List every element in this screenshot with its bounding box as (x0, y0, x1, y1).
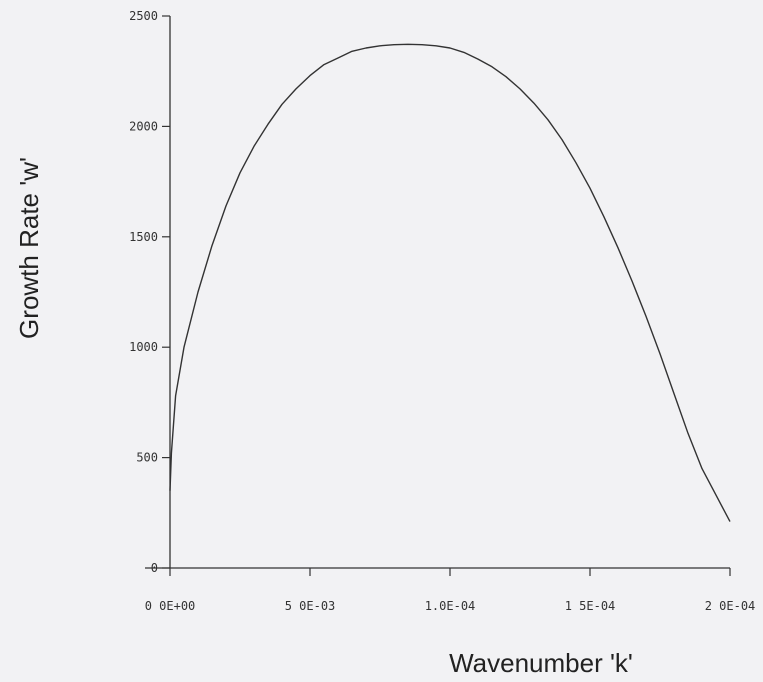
y-tick-label: 1500 (129, 230, 158, 244)
y-tick-label: 1000 (129, 340, 158, 354)
y-axis-title: Growth Rate 'w' (14, 157, 44, 339)
x-axis-title: Wavenumber 'k' (449, 648, 633, 678)
x-tick-label: 2 0E-04 (705, 599, 756, 613)
growth-rate-curve (169, 43, 731, 522)
y-tick-label: 2500 (129, 9, 158, 23)
series-layer (169, 43, 731, 522)
y-tick-label: 2000 (129, 119, 158, 133)
x-tick-label: 1.0E-04 (425, 599, 476, 613)
x-tick-label: 1 5E-04 (565, 599, 616, 613)
x-tick-label: 0 0E+00 (145, 599, 196, 613)
y-tick-label: 500 (136, 451, 158, 465)
x-tick-label: 5 0E-03 (285, 599, 336, 613)
x-axis: 0 0E+00 5 0E-03 1.0E-04 1 5E-04 2 0E-04 (145, 567, 756, 613)
